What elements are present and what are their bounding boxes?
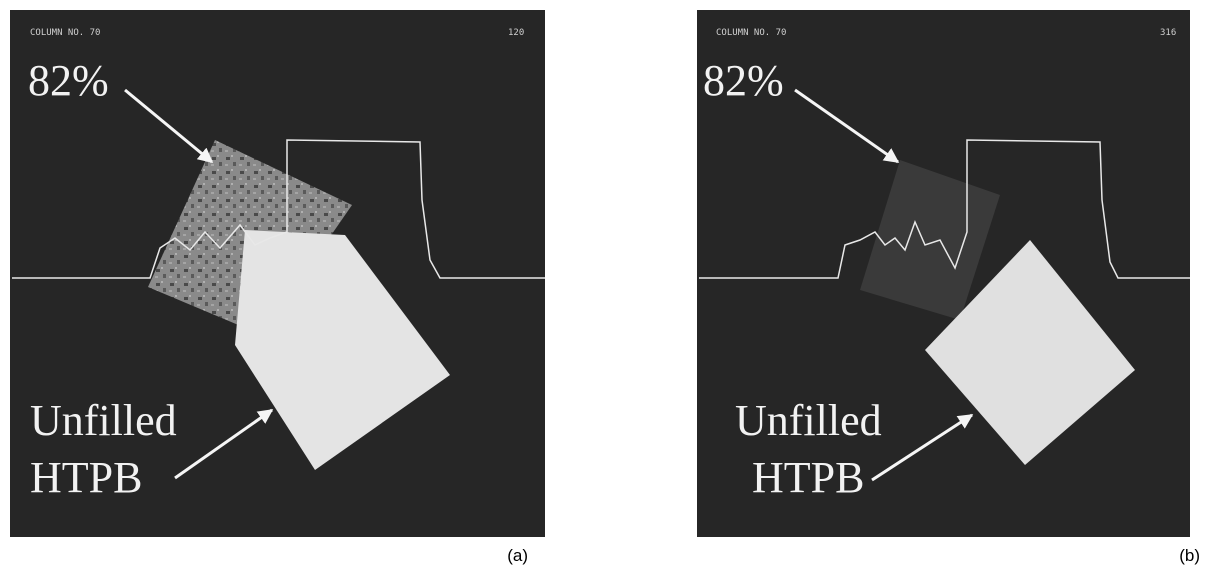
caption: (b): [1179, 546, 1200, 565]
header-left: COLUMN NO. 70: [30, 28, 100, 38]
panel-b: COLUMN NO. 70 316 82% Unfilled HTPB (b): [697, 10, 1200, 565]
header-left: COLUMN NO. 70: [716, 28, 786, 38]
panel-a: COLUMN NO. 70 120 82% Unfilled HTPB (a): [10, 10, 545, 565]
fill-label: 82%: [28, 56, 109, 105]
unfilled-label: Unfilled: [735, 396, 882, 445]
unfilled-label: HTPB: [752, 453, 864, 502]
unfilled-label: HTPB: [30, 453, 142, 502]
unfilled-label: Unfilled: [30, 396, 177, 445]
header-right: 120: [508, 28, 524, 38]
caption: (a): [507, 546, 528, 565]
figure: COLUMN NO. 70 120 82% Unfilled HTPB (a) …: [0, 0, 1206, 567]
fill-label: 82%: [703, 56, 784, 105]
header-right: 316: [1160, 28, 1176, 38]
